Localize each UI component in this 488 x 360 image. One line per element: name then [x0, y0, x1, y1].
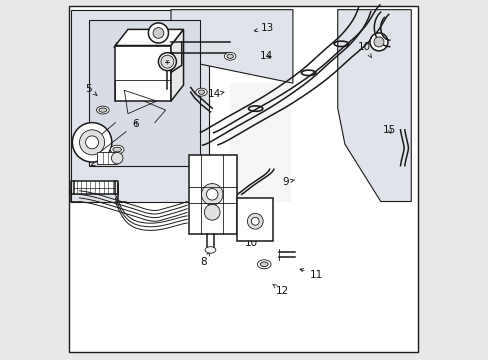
Circle shape [369, 33, 387, 51]
Bar [74, 181, 115, 194]
Ellipse shape [226, 54, 233, 58]
Polygon shape [115, 30, 183, 45]
Text: 8: 8 [200, 252, 210, 267]
Ellipse shape [204, 247, 215, 253]
Circle shape [161, 55, 174, 68]
Circle shape [111, 152, 122, 164]
Ellipse shape [110, 145, 124, 154]
Ellipse shape [99, 108, 106, 112]
Polygon shape [171, 30, 183, 101]
Text: 16: 16 [85, 140, 99, 153]
Polygon shape [171, 10, 292, 83]
Text: 1: 1 [98, 129, 111, 143]
Text: 6: 6 [132, 120, 138, 129]
Ellipse shape [260, 262, 267, 267]
Bar [115, 45, 171, 101]
Circle shape [373, 37, 383, 47]
Polygon shape [337, 10, 410, 202]
Ellipse shape [195, 88, 207, 96]
Text: 4: 4 [112, 42, 124, 54]
Bar [70, 10, 208, 202]
Text: 12: 12 [272, 284, 288, 296]
Circle shape [201, 184, 223, 205]
Ellipse shape [96, 106, 109, 114]
Bar [97, 152, 117, 164]
Text: 14: 14 [207, 89, 224, 99]
Circle shape [85, 136, 99, 149]
Bar [237, 198, 273, 241]
Text: 5: 5 [85, 84, 97, 95]
Text: 3: 3 [107, 149, 117, 159]
Text: 13: 13 [254, 23, 274, 33]
Ellipse shape [257, 260, 270, 269]
Circle shape [148, 23, 168, 43]
Text: 7: 7 [157, 33, 165, 49]
Ellipse shape [113, 147, 121, 152]
Circle shape [80, 130, 104, 155]
Text: 14: 14 [259, 51, 272, 61]
Polygon shape [230, 83, 290, 202]
Bar [88, 21, 199, 166]
Text: 10: 10 [357, 42, 371, 58]
Bar [188, 155, 237, 234]
Circle shape [153, 28, 163, 39]
Circle shape [72, 123, 112, 162]
Circle shape [158, 53, 176, 71]
Text: 15: 15 [382, 125, 396, 135]
Circle shape [204, 204, 220, 220]
Text: 10: 10 [244, 238, 258, 248]
Ellipse shape [224, 52, 235, 60]
Text: 11: 11 [299, 269, 322, 280]
Circle shape [247, 213, 263, 229]
Circle shape [206, 189, 218, 200]
Circle shape [251, 217, 259, 225]
Text: 9: 9 [282, 177, 294, 187]
Text: 2: 2 [89, 158, 102, 168]
Ellipse shape [198, 90, 204, 94]
